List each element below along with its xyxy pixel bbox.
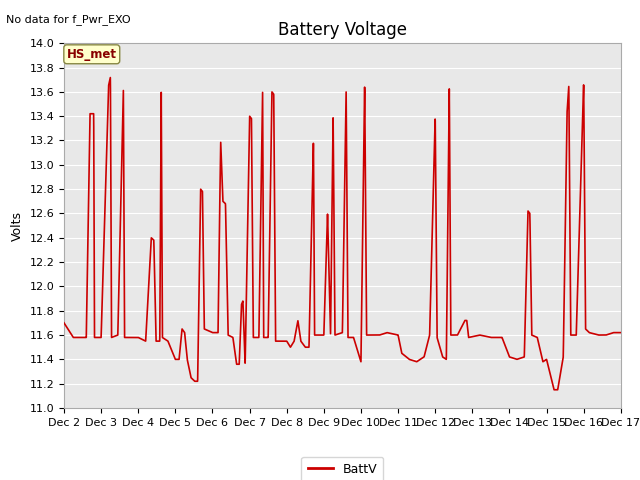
Text: HS_met: HS_met — [67, 48, 116, 61]
Legend: BattV: BattV — [301, 456, 383, 480]
Title: Battery Voltage: Battery Voltage — [278, 21, 407, 39]
Y-axis label: Volts: Volts — [11, 211, 24, 240]
Text: No data for f_Pwr_EXO: No data for f_Pwr_EXO — [6, 14, 131, 25]
